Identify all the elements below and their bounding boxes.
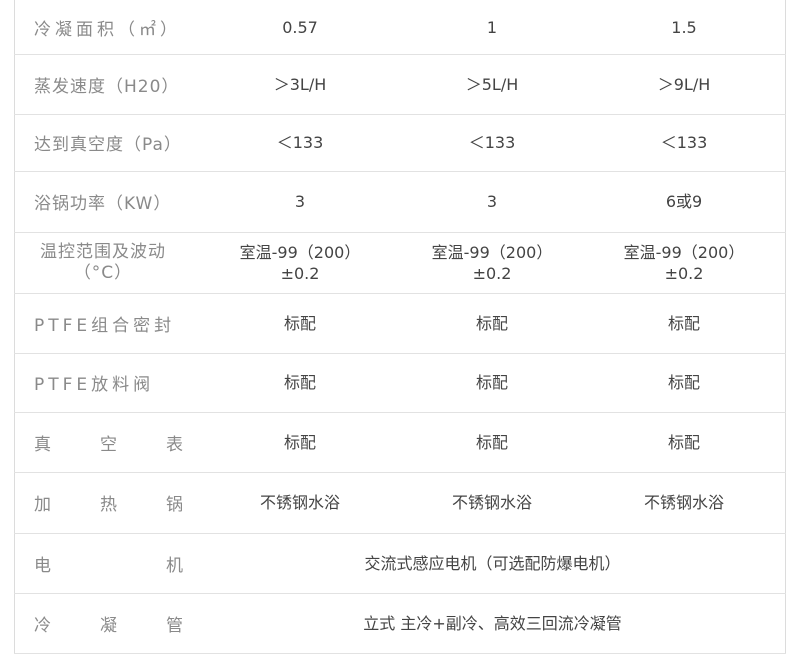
value-cell: 不锈钢水浴 — [589, 472, 779, 533]
value-cell: 标配 — [589, 412, 779, 472]
value-cell: 室温-99（200） ±0.2 — [397, 232, 587, 293]
value-line: ＞3L/H — [273, 74, 327, 94]
table-row: PTFE组合密封 标配 标配 标配 — [14, 293, 786, 354]
value-cell: 1 — [397, 0, 587, 54]
value-line: 1.5 — [671, 17, 697, 37]
label-char: 冷 — [34, 615, 52, 636]
value-line: 1 — [486, 17, 498, 37]
table-row: 温控范围及波动 （°C） 室温-99（200） ±0.2 室温-99（200） ±0.2 室… — [14, 232, 786, 294]
label-char: 机 — [166, 555, 184, 576]
table-row: 达到真空度（Pa） ＜133 ＜133 ＜133 — [14, 114, 786, 172]
value-cell: ＜133 — [397, 114, 587, 171]
value-cell: 标配 — [397, 353, 587, 412]
table-row: 浴锅功率（KW） 3 3 6或9 — [14, 171, 786, 233]
value-cell: ＜133 — [589, 114, 779, 171]
row-label: 加热锅 — [34, 472, 184, 533]
row-label: 真空表 — [34, 412, 184, 472]
value-line: 标配 — [667, 313, 700, 333]
value-line: ＜133 — [660, 133, 708, 152]
label-char: 管 — [166, 615, 184, 636]
value-line: ±0.2 — [472, 263, 512, 283]
value-line: ±0.2 — [280, 263, 320, 283]
value-cell: 3 — [205, 171, 395, 232]
value-line: 标配 — [475, 373, 508, 392]
value-cell: ＞5L/H — [397, 54, 587, 114]
value-cell: 室温-99（200） ±0.2 — [205, 232, 395, 293]
value-line: 不锈钢水浴 — [643, 493, 724, 512]
value-line: 室温-99（200） — [239, 242, 361, 262]
value-cell: ＞3L/H — [205, 54, 395, 114]
row-label: 温控范围及波动 （°C） — [28, 232, 178, 293]
value-cell: 标配 — [397, 293, 587, 353]
row-label: 冷凝管 — [34, 593, 184, 653]
value-line: 室温-99（200） — [431, 242, 553, 262]
value-line: ＜133 — [468, 133, 516, 152]
row-label: 冷凝面积（㎡） — [34, 19, 181, 40]
row-label: PTFE放料阀 — [34, 375, 155, 395]
table-row: 冷 凝 管 立式 主冷+副冷、高效三回流冷凝管 — [14, 593, 786, 654]
row-label: 电机 — [34, 533, 184, 593]
table-row: PTFE放料阀 标配 标配 标配 — [14, 353, 786, 413]
value-line: 不锈钢水浴 — [451, 493, 532, 512]
label-line: 温控范围及波动 — [40, 241, 166, 262]
value-cell: 1.5 — [589, 0, 779, 54]
table-row: 冷凝面积（㎡） 0.57 1 1.5 — [14, 0, 786, 55]
value-cell: 标配 — [589, 293, 779, 353]
value-line: ＜133 — [276, 133, 324, 152]
value-cell: 标配 — [397, 412, 587, 472]
label-char: 真 — [34, 434, 52, 455]
table-row: 加 热 锅 不锈钢水浴 不锈钢水浴 不锈钢水浴 — [14, 472, 786, 534]
table-row: 电机交流式感应电机（可选配防爆电机） — [14, 533, 786, 594]
value-cell: 标配 — [589, 353, 779, 412]
row-label: 达到真空度（Pa） — [34, 135, 182, 155]
value-cell: 立式 主冷+副冷、高效三回流冷凝管 — [363, 613, 622, 633]
value-cell: 0.57 — [205, 0, 395, 54]
table-row: 真 空 表 标配 标配 标配 — [14, 412, 786, 473]
value-cell: 标配 — [205, 353, 395, 412]
label-char: 空 — [100, 434, 118, 455]
value-line: 3 — [294, 192, 306, 211]
label-char: 电 — [34, 555, 52, 576]
value-cell: 标配 — [205, 293, 395, 353]
value-line: 6或9 — [665, 192, 703, 211]
value-line: 室温-99（200） — [623, 242, 745, 262]
value-cell: ＜133 — [205, 114, 395, 171]
value-cell: 6或9 — [589, 171, 779, 232]
label-char: 热 — [100, 495, 118, 515]
value-line: 0.57 — [282, 17, 318, 37]
value-line: ±0.2 — [664, 263, 704, 283]
label-char: 加 — [34, 495, 52, 515]
value-line: 标配 — [475, 313, 508, 333]
value-cell: 不锈钢水浴 — [397, 472, 587, 533]
row-label: 蒸发速度（H20） — [34, 76, 180, 97]
value-line: 标配 — [283, 373, 316, 392]
value-line: 3 — [486, 192, 498, 211]
value-cell: 3 — [397, 171, 587, 232]
value-line: 标配 — [283, 313, 316, 333]
label-char: 表 — [166, 434, 184, 455]
row-label: 浴锅功率（KW） — [34, 194, 172, 214]
value-cell: 室温-99（200） ±0.2 — [589, 232, 779, 293]
value-line: 标配 — [667, 373, 700, 392]
table-row: 蒸发速度（H20） ＞3L/H ＞5L/H ＞9L/H — [14, 54, 786, 115]
value-line: ＞5L/H — [465, 74, 519, 94]
value-line: 标配 — [283, 432, 316, 452]
label-char: 锅 — [166, 495, 184, 515]
spec-table — [14, 0, 786, 654]
row-label: PTFE组合密封 — [34, 315, 176, 336]
value-cell: ＞9L/H — [589, 54, 779, 114]
value-line: 标配 — [475, 432, 508, 452]
value-line: ＞9L/H — [657, 74, 711, 94]
value-line: 标配 — [667, 432, 700, 452]
label-line: （°C） — [73, 262, 133, 283]
value-cell: 标配 — [205, 412, 395, 472]
label-char: 凝 — [100, 615, 118, 636]
value-cell: 不锈钢水浴 — [205, 472, 395, 533]
value-cell: 交流式感应电机（可选配防爆电机） — [364, 553, 621, 573]
value-line: 不锈钢水浴 — [259, 493, 340, 512]
